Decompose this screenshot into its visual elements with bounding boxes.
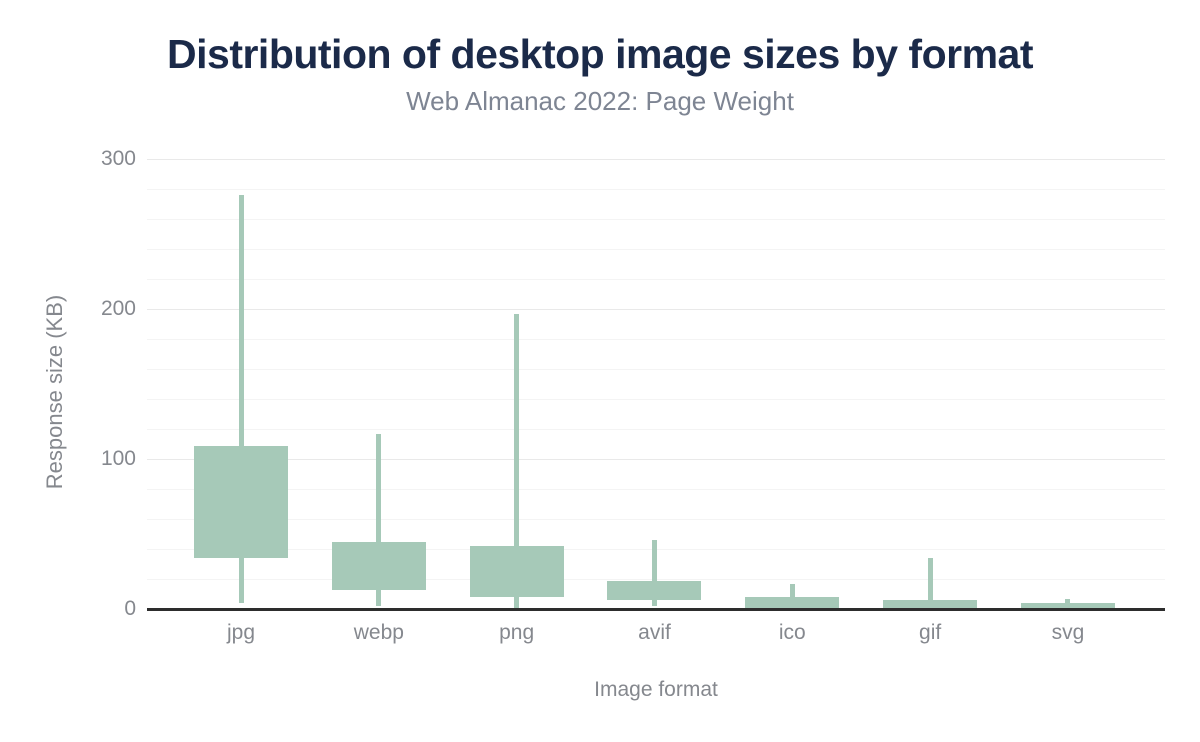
box-whisker: [514, 313, 520, 609]
x-category-label: svg: [1051, 621, 1085, 644]
chart-title: Distribution of desktop image sizes by f…: [167, 31, 1033, 77]
box-rect: [469, 546, 564, 597]
box-rect: [607, 580, 702, 600]
box-rect: [194, 445, 288, 558]
box-rect: [1020, 603, 1115, 608]
gridline-minor: [147, 189, 1165, 190]
x-category-label: avif: [638, 621, 671, 644]
box-rect: [883, 600, 978, 608]
box-whisker: [789, 583, 795, 609]
x-category-label: ico: [778, 621, 806, 644]
gridline-minor: [147, 279, 1165, 280]
gridline-major: [147, 309, 1165, 310]
y-axis-title: Response size (KB): [42, 294, 67, 490]
x-category-label: webp: [353, 621, 404, 644]
gridline-minor: [147, 339, 1165, 340]
x-axis-title: Image format: [594, 678, 718, 701]
gridline-minor: [147, 219, 1165, 220]
box-whisker: [376, 433, 382, 606]
box-whisker: [927, 558, 933, 609]
box-rect: [745, 597, 840, 608]
chart-subtitle: Web Almanac 2022: Page Weight: [406, 86, 794, 116]
gridline-minor: [147, 399, 1165, 400]
gridline-major: [147, 159, 1165, 160]
x-category-label: jpg: [226, 621, 256, 644]
box-whisker: [238, 195, 244, 603]
gridline-minor: [147, 249, 1165, 250]
x-axis-line: [147, 608, 1165, 611]
y-tick-label: 0: [124, 597, 136, 620]
box-rect: [331, 541, 426, 590]
gridline-major: [147, 459, 1165, 460]
gridline-minor: [147, 519, 1165, 520]
y-tick-label: 300: [100, 147, 136, 170]
y-tick-label: 100: [100, 447, 136, 470]
gridline-minor: [147, 429, 1165, 430]
box-whisker: [651, 540, 657, 606]
x-category-label: png: [499, 621, 535, 644]
y-tick-label: 200: [100, 297, 136, 320]
gridline-minor: [147, 369, 1165, 370]
gridline-minor: [147, 489, 1165, 490]
x-category-label: gif: [919, 621, 942, 644]
